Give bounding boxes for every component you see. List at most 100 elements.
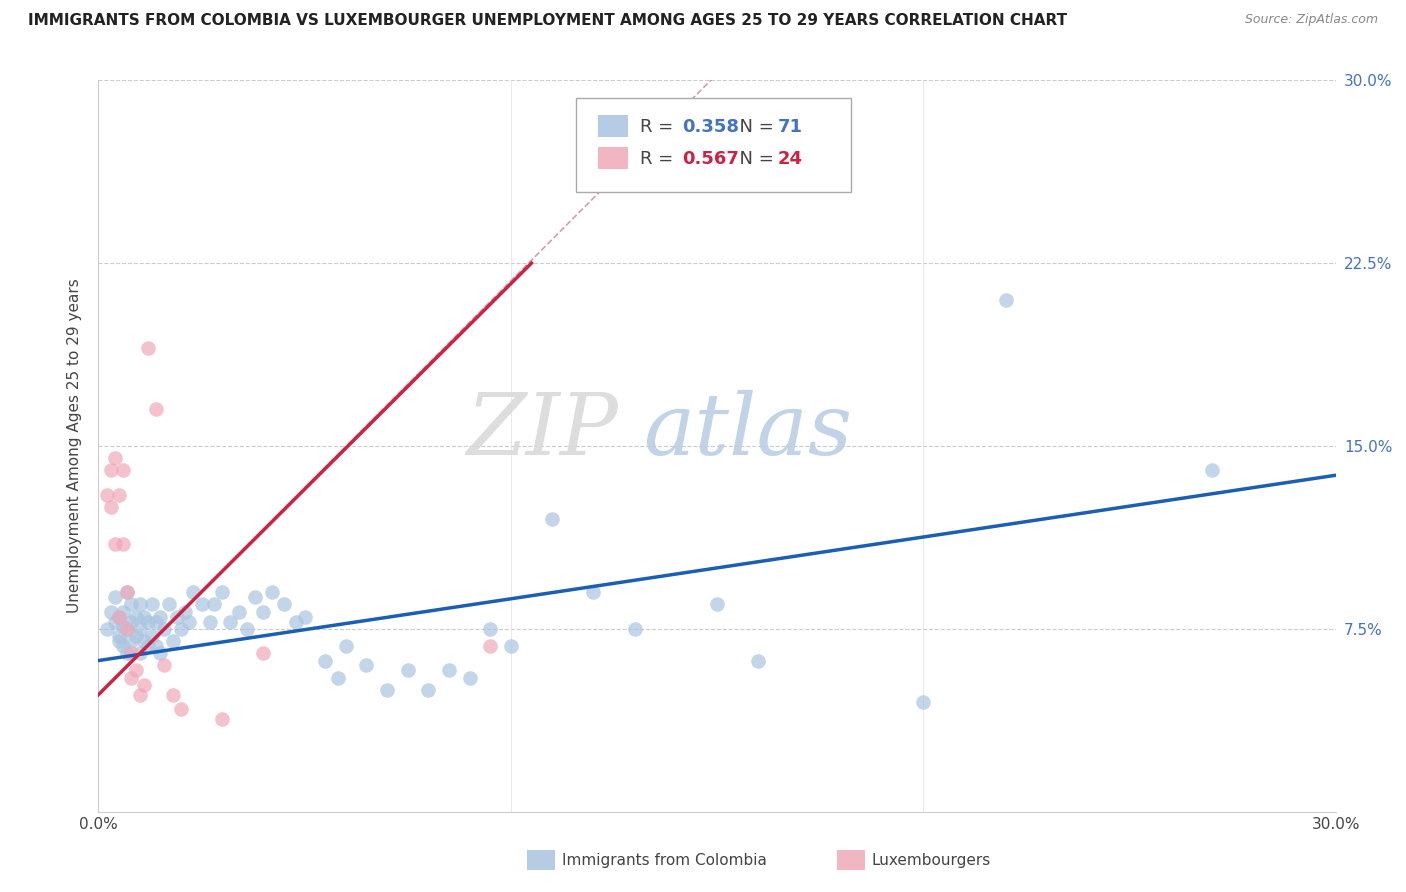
Point	[912, 695, 935, 709]
Point	[162, 688, 184, 702]
Point	[108, 609, 131, 624]
Point	[582, 585, 605, 599]
Text: R =: R =	[640, 118, 679, 136]
Point	[117, 646, 139, 660]
Point	[132, 609, 155, 624]
Point	[314, 654, 336, 668]
Point	[96, 488, 118, 502]
Point	[128, 622, 150, 636]
Point	[396, 663, 419, 677]
Point	[145, 615, 167, 629]
Point	[141, 598, 163, 612]
Point	[120, 671, 142, 685]
Point	[124, 609, 146, 624]
Point	[149, 609, 172, 624]
Point	[108, 488, 131, 502]
Point	[179, 615, 201, 629]
Point	[117, 622, 139, 636]
Point	[499, 639, 522, 653]
Point	[437, 663, 460, 677]
Point	[120, 615, 142, 629]
Point	[162, 634, 184, 648]
Point	[747, 654, 769, 668]
Point	[117, 585, 139, 599]
Point	[211, 585, 233, 599]
Point	[100, 463, 122, 477]
Point	[479, 639, 502, 653]
Point	[136, 615, 159, 629]
Point	[994, 293, 1017, 307]
Point	[294, 609, 316, 624]
Point	[174, 605, 197, 619]
Point	[108, 609, 131, 624]
Point	[153, 622, 176, 636]
Text: 71: 71	[778, 118, 803, 136]
Point	[198, 615, 221, 629]
Point	[104, 536, 127, 550]
Point	[104, 590, 127, 604]
Point	[1201, 463, 1223, 477]
Point	[112, 463, 135, 477]
Point	[112, 619, 135, 633]
Point	[541, 512, 564, 526]
Point	[157, 598, 180, 612]
Point	[108, 629, 131, 643]
Point	[236, 622, 259, 636]
Text: ZIP: ZIP	[467, 390, 619, 473]
Point	[124, 629, 146, 643]
Point	[190, 598, 212, 612]
Point	[243, 590, 266, 604]
Text: Source: ZipAtlas.com: Source: ZipAtlas.com	[1244, 13, 1378, 27]
Point	[132, 634, 155, 648]
Text: N =: N =	[728, 118, 780, 136]
Point	[479, 622, 502, 636]
Point	[706, 598, 728, 612]
Point	[108, 634, 131, 648]
Y-axis label: Unemployment Among Ages 25 to 29 years: Unemployment Among Ages 25 to 29 years	[67, 278, 83, 614]
Point	[120, 646, 142, 660]
Text: Luxembourgers: Luxembourgers	[872, 854, 991, 868]
Point	[356, 658, 378, 673]
Point	[120, 598, 142, 612]
Point	[170, 622, 193, 636]
Text: N =: N =	[728, 150, 780, 168]
Point	[136, 342, 159, 356]
Point	[128, 688, 150, 702]
Point	[104, 451, 127, 466]
Point	[285, 615, 308, 629]
Point	[181, 585, 204, 599]
Point	[100, 605, 122, 619]
Point	[252, 646, 274, 660]
Point	[228, 605, 250, 619]
Text: 0.358: 0.358	[682, 118, 740, 136]
Point	[112, 605, 135, 619]
Point	[418, 682, 440, 697]
Text: 0.567: 0.567	[682, 150, 738, 168]
Point	[145, 639, 167, 653]
Point	[211, 712, 233, 726]
Point	[136, 639, 159, 653]
Point	[104, 615, 127, 629]
Text: Immigrants from Colombia: Immigrants from Colombia	[562, 854, 768, 868]
Point	[202, 598, 225, 612]
Point	[273, 598, 295, 612]
Point	[112, 639, 135, 653]
Point	[128, 598, 150, 612]
Text: R =: R =	[640, 150, 679, 168]
Point	[128, 646, 150, 660]
Text: atlas: atlas	[643, 390, 852, 473]
Point	[252, 605, 274, 619]
Text: IMMIGRANTS FROM COLOMBIA VS LUXEMBOURGER UNEMPLOYMENT AMONG AGES 25 TO 29 YEARS : IMMIGRANTS FROM COLOMBIA VS LUXEMBOURGER…	[28, 13, 1067, 29]
Point	[260, 585, 283, 599]
Point	[96, 622, 118, 636]
Point	[120, 634, 142, 648]
Text: 24: 24	[778, 150, 803, 168]
Point	[141, 629, 163, 643]
Point	[124, 663, 146, 677]
Point	[117, 622, 139, 636]
Point	[375, 682, 398, 697]
Point	[458, 671, 481, 685]
Point	[132, 678, 155, 692]
Point	[117, 585, 139, 599]
Point	[153, 658, 176, 673]
